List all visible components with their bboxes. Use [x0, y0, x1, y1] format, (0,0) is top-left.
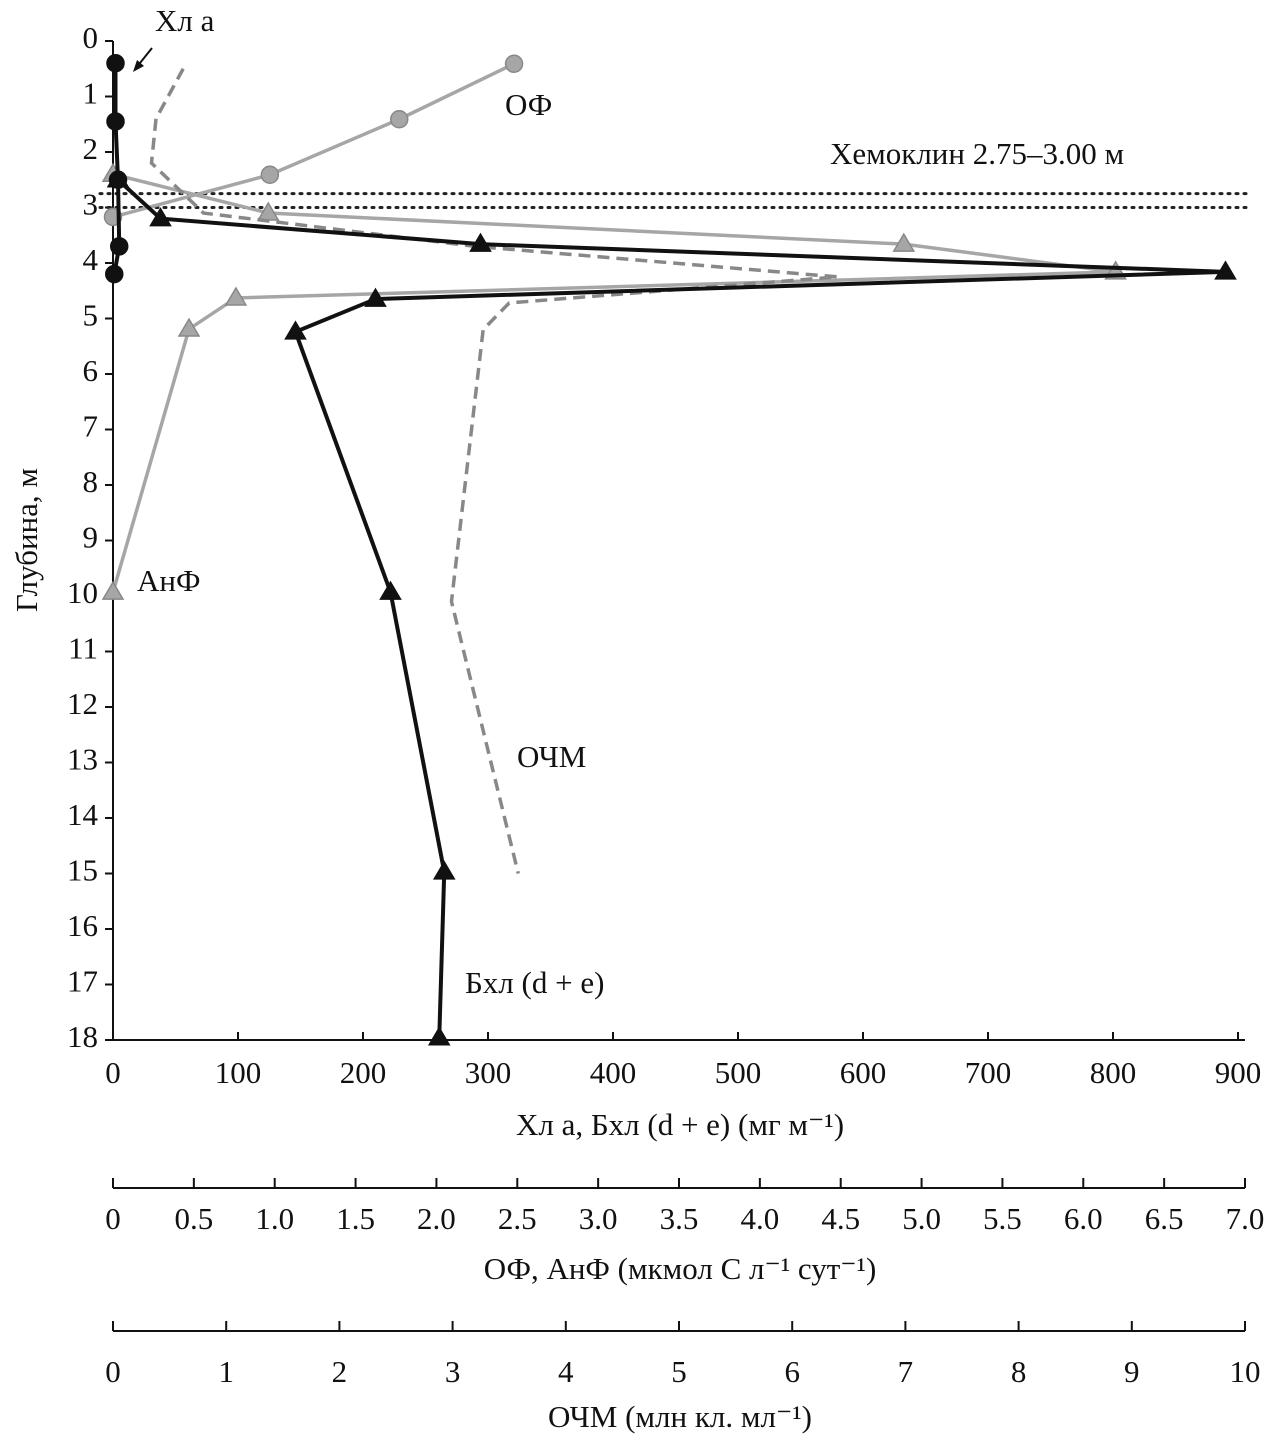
y-tick-label: 7: [83, 409, 99, 444]
series-label: Бхл (d + e): [465, 965, 604, 1000]
marker: [110, 237, 129, 256]
x2-tick-label: 2.0: [417, 1201, 456, 1236]
y-tick-label: 3: [83, 187, 99, 222]
y-tick-label: 5: [83, 298, 99, 333]
x3-tick-label: 7: [898, 1354, 914, 1389]
marker: [389, 110, 409, 129]
x-tick-label: 0: [105, 1055, 121, 1090]
marker: [224, 286, 248, 306]
x-tick-label: 200: [340, 1055, 387, 1090]
y-tick-label: 18: [67, 1019, 98, 1054]
x-tick-label: 900: [1215, 1055, 1262, 1090]
x3-tick-label: 6: [784, 1354, 800, 1389]
x2-tick-label: 0: [105, 1201, 121, 1236]
y-tick-label: 9: [83, 520, 99, 555]
marker: [432, 860, 456, 880]
marker: [101, 580, 125, 600]
series-label: ОЧМ: [517, 739, 586, 774]
y-tick-label: 12: [67, 686, 98, 721]
series-line: [116, 178, 1226, 1038]
x3-tick-label: 2: [332, 1354, 348, 1389]
x3-tick-label: 9: [1124, 1354, 1140, 1389]
x2-tick-label: 6.0: [1064, 1201, 1103, 1236]
marker: [364, 287, 387, 307]
y-tick-label: 8: [83, 464, 99, 499]
marker: [106, 112, 125, 131]
x-axis-label: Хл a, Бхл (d + e) (мг м⁻¹): [516, 1107, 844, 1142]
x3-tick-label: 1: [218, 1354, 234, 1389]
marker: [284, 320, 307, 340]
x2-tick-label: 5.5: [983, 1201, 1022, 1236]
marker: [1214, 260, 1237, 280]
series-line: [111, 172, 1116, 593]
y-tick-label: 1: [83, 76, 99, 111]
y-axis-label: Глубина, м: [9, 468, 44, 612]
y-tick-label: 2: [83, 131, 99, 166]
x2-tick-label: 2.5: [498, 1201, 537, 1236]
x-tick-label: 700: [965, 1055, 1012, 1090]
x2-axis-label: ОФ, АнФ (мкмол С л⁻¹ сут⁻¹): [484, 1251, 877, 1286]
x2-tick-label: 7.0: [1226, 1201, 1265, 1236]
x2-tick-label: 4.0: [740, 1201, 779, 1236]
y-tick-label: 6: [83, 353, 99, 388]
marker: [469, 232, 492, 252]
x-tick-label: 600: [840, 1055, 887, 1090]
x3-tick-label: 10: [1230, 1354, 1261, 1389]
x-tick-label: 100: [215, 1055, 262, 1090]
x3-tick-label: 4: [558, 1354, 574, 1389]
x3-tick-label: 5: [671, 1354, 687, 1389]
arrow-head: [133, 60, 144, 72]
y-tick-label: 14: [67, 797, 99, 832]
y-tick-label: 10: [67, 575, 98, 610]
y-tick-label: 4: [83, 242, 99, 277]
y-tick-label: 11: [68, 631, 98, 666]
marker: [379, 580, 402, 600]
marker: [149, 207, 172, 227]
x-tick-label: 800: [1090, 1055, 1137, 1090]
series-label: Хл a: [155, 3, 215, 38]
series-line: [112, 62, 515, 219]
y-tick-label: 16: [67, 908, 98, 943]
series-line: [149, 67, 838, 874]
x2-tick-label: 1.5: [336, 1201, 375, 1236]
x2-tick-label: 3.0: [579, 1201, 618, 1236]
y-tick-label: 0: [83, 20, 99, 55]
y-tick-label: 17: [67, 964, 98, 999]
x-tick-label: 500: [715, 1055, 762, 1090]
marker: [105, 264, 124, 284]
marker: [108, 170, 128, 189]
x2-tick-label: 3.5: [660, 1201, 699, 1236]
chemocline-label: Хемоклин 2.75–3.00 м: [830, 136, 1124, 171]
x-tick-label: 400: [590, 1055, 637, 1090]
y-tick-label: 13: [67, 742, 98, 777]
x-tick-label: 300: [465, 1055, 512, 1090]
x3-axis-label: ОЧМ (млн кл. мл⁻¹): [548, 1399, 812, 1434]
marker: [504, 54, 524, 74]
marker: [427, 1026, 451, 1046]
x2-tick-label: 4.5: [821, 1201, 860, 1236]
x2-tick-label: 6.5: [1145, 1201, 1184, 1236]
x2-tick-label: 0.5: [174, 1201, 213, 1236]
x3-tick-label: 3: [445, 1354, 461, 1389]
marker: [260, 165, 280, 185]
marker: [106, 53, 125, 73]
x2-tick-label: 1.0: [255, 1201, 294, 1236]
y-tick-label: 15: [67, 853, 98, 888]
marker: [892, 232, 916, 252]
x3-tick-label: 8: [1011, 1354, 1027, 1389]
series-label: ОФ: [505, 87, 552, 122]
series-label: АнФ: [137, 563, 200, 598]
x2-tick-label: 5.0: [902, 1201, 941, 1236]
marker: [177, 317, 201, 337]
x3-tick-label: 0: [105, 1354, 121, 1389]
